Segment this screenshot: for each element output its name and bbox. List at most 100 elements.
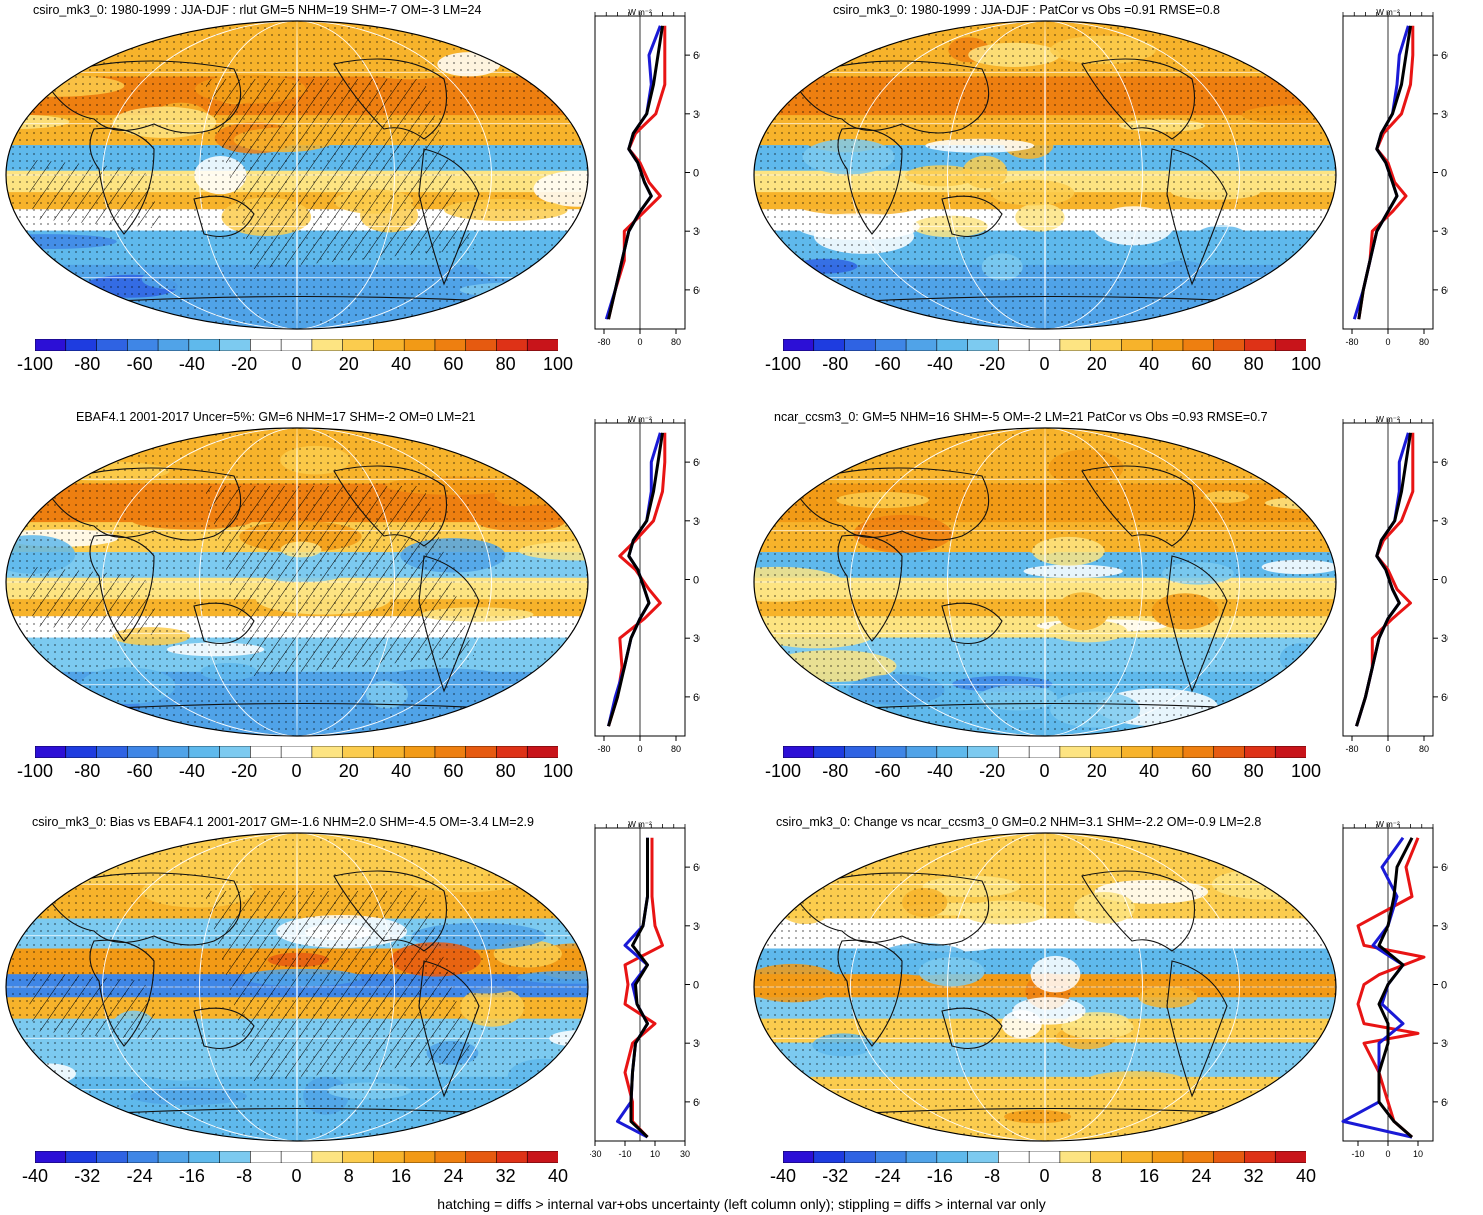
- colorbar-label: -24: [126, 1166, 153, 1186]
- lat-tick-label: 0: [693, 575, 699, 587]
- meridian-line: [199, 428, 395, 736]
- colorbar-label: -40: [21, 1166, 49, 1186]
- colorbar-label: 60: [443, 761, 464, 781]
- colorbar-swatch: [219, 1151, 252, 1163]
- meridian-line: [296, 21, 298, 329]
- colorbar-swatch: [96, 1151, 129, 1163]
- colorbar-label: 8: [343, 1166, 354, 1186]
- colorbar-label: -100: [16, 354, 54, 374]
- colorbar-label: 40: [1139, 761, 1160, 781]
- x-tick-label: 10: [650, 1149, 660, 1159]
- colorbar-labels: -40 -32 -24 -16 -8 0 8 16 24 32 40: [770, 1166, 1316, 1190]
- lat-tick-label: 30S: [1441, 633, 1448, 645]
- colorbar-label: 0: [1039, 761, 1050, 781]
- colorbar-label: -20: [231, 761, 258, 781]
- colorbar: [783, 339, 1306, 351]
- colorbar-label: 40: [391, 761, 412, 781]
- map-plot: [753, 832, 1337, 1142]
- x-tick-label: 80: [671, 744, 681, 754]
- colorbar-swatch: [1121, 1151, 1153, 1163]
- lat-tick-label: 30S: [1441, 226, 1448, 238]
- coastline: [43, 60, 242, 134]
- profile-line-black: [1355, 432, 1412, 727]
- colorbar-label: -100: [16, 761, 54, 781]
- meridian-line: [199, 833, 395, 1141]
- lat-tick-label: 30N: [693, 516, 700, 528]
- colorbar-label: 16: [391, 1166, 412, 1186]
- colorbar: [783, 1151, 1306, 1163]
- colorbar-swatch: [496, 339, 529, 351]
- colorbar: [35, 1151, 558, 1163]
- colorbar-swatch: [844, 339, 877, 351]
- colorbar-swatch: [126, 339, 159, 351]
- colorbar-label: 80: [1243, 354, 1264, 374]
- panel-title: csiro_mk3_0: Bias vs EBAF4.1 2001-2017 G…: [32, 815, 534, 829]
- coastline: [791, 60, 990, 134]
- colorbar-swatch: [967, 339, 1000, 351]
- colorbar-swatch: [311, 1151, 344, 1163]
- colorbar-swatch: [1213, 746, 1246, 758]
- colorbar-swatch: [1274, 339, 1306, 351]
- x-tick-label: -80: [597, 337, 610, 347]
- meridian-line: [947, 833, 1143, 1141]
- colorbar-swatch: [1028, 746, 1061, 758]
- colorbar-swatch: [219, 746, 252, 758]
- coastline: [333, 870, 448, 952]
- profile-line-blue: [607, 432, 662, 727]
- colorbar-swatch: [250, 1151, 282, 1163]
- colorbar-label: -20: [979, 354, 1006, 374]
- coastline: [418, 960, 480, 1098]
- colorbar-swatch: [1151, 1151, 1184, 1163]
- lat-tick-label: 60S: [1441, 692, 1448, 704]
- lat-tick-label: 60N: [693, 50, 700, 62]
- colorbar-swatch: [65, 746, 98, 758]
- colorbar-swatch: [157, 1151, 190, 1163]
- lat-tick-label: 30S: [693, 633, 700, 645]
- colorbar-swatch: [280, 339, 313, 351]
- coastline: [89, 127, 155, 235]
- colorbar-swatch: [1059, 1151, 1092, 1163]
- colorbar-label: 100: [1290, 761, 1322, 781]
- colorbar-swatch: [844, 746, 877, 758]
- colorbar-swatch: [311, 339, 344, 351]
- colorbar-label: 24: [443, 1166, 464, 1186]
- colorbar-label: 0: [291, 761, 302, 781]
- coastline: [418, 555, 480, 693]
- colorbar-swatch: [967, 1151, 1000, 1163]
- colorbar-label: 60: [1191, 354, 1212, 374]
- anomaly-region: [531, 847, 577, 864]
- colorbar-label: -40: [926, 761, 953, 781]
- colorbar-label: -20: [979, 761, 1006, 781]
- colorbar-swatch: [96, 746, 129, 758]
- colorbar-swatch: [1151, 746, 1184, 758]
- colorbar-swatch: [936, 1151, 969, 1163]
- colorbar-swatch: [813, 1151, 846, 1163]
- colorbar-swatch: [1090, 746, 1123, 758]
- anomaly-region: [29, 291, 118, 326]
- colorbar-label: -80: [74, 354, 101, 374]
- coastline: [791, 467, 990, 541]
- colorbar-swatch: [126, 1151, 159, 1163]
- colorbar-swatch: [1274, 1151, 1306, 1163]
- colorbar-swatch: [783, 1151, 815, 1163]
- colorbar-swatch: [188, 1151, 221, 1163]
- map-border: [753, 20, 1337, 330]
- colorbar-swatch: [342, 1151, 375, 1163]
- colorbar-swatch: [403, 339, 436, 351]
- meridian-line: [199, 21, 395, 329]
- colorbar-swatch: [157, 339, 190, 351]
- colorbar-swatch: [1059, 339, 1092, 351]
- x-tick-label: 10: [1413, 1149, 1423, 1159]
- colorbar-label: -60: [874, 354, 901, 374]
- map-plot: [753, 427, 1337, 737]
- colorbar-label: -40: [926, 354, 953, 374]
- profile-line-black: [629, 837, 649, 1139]
- map-border: [5, 832, 589, 1142]
- meridian-line: [1044, 833, 1046, 1141]
- map-plot: [5, 427, 589, 737]
- colorbar-swatch: [1213, 1151, 1246, 1163]
- meridian-line: [850, 833, 1240, 1141]
- colorbar-swatch: [874, 1151, 907, 1163]
- coastline: [1166, 555, 1228, 693]
